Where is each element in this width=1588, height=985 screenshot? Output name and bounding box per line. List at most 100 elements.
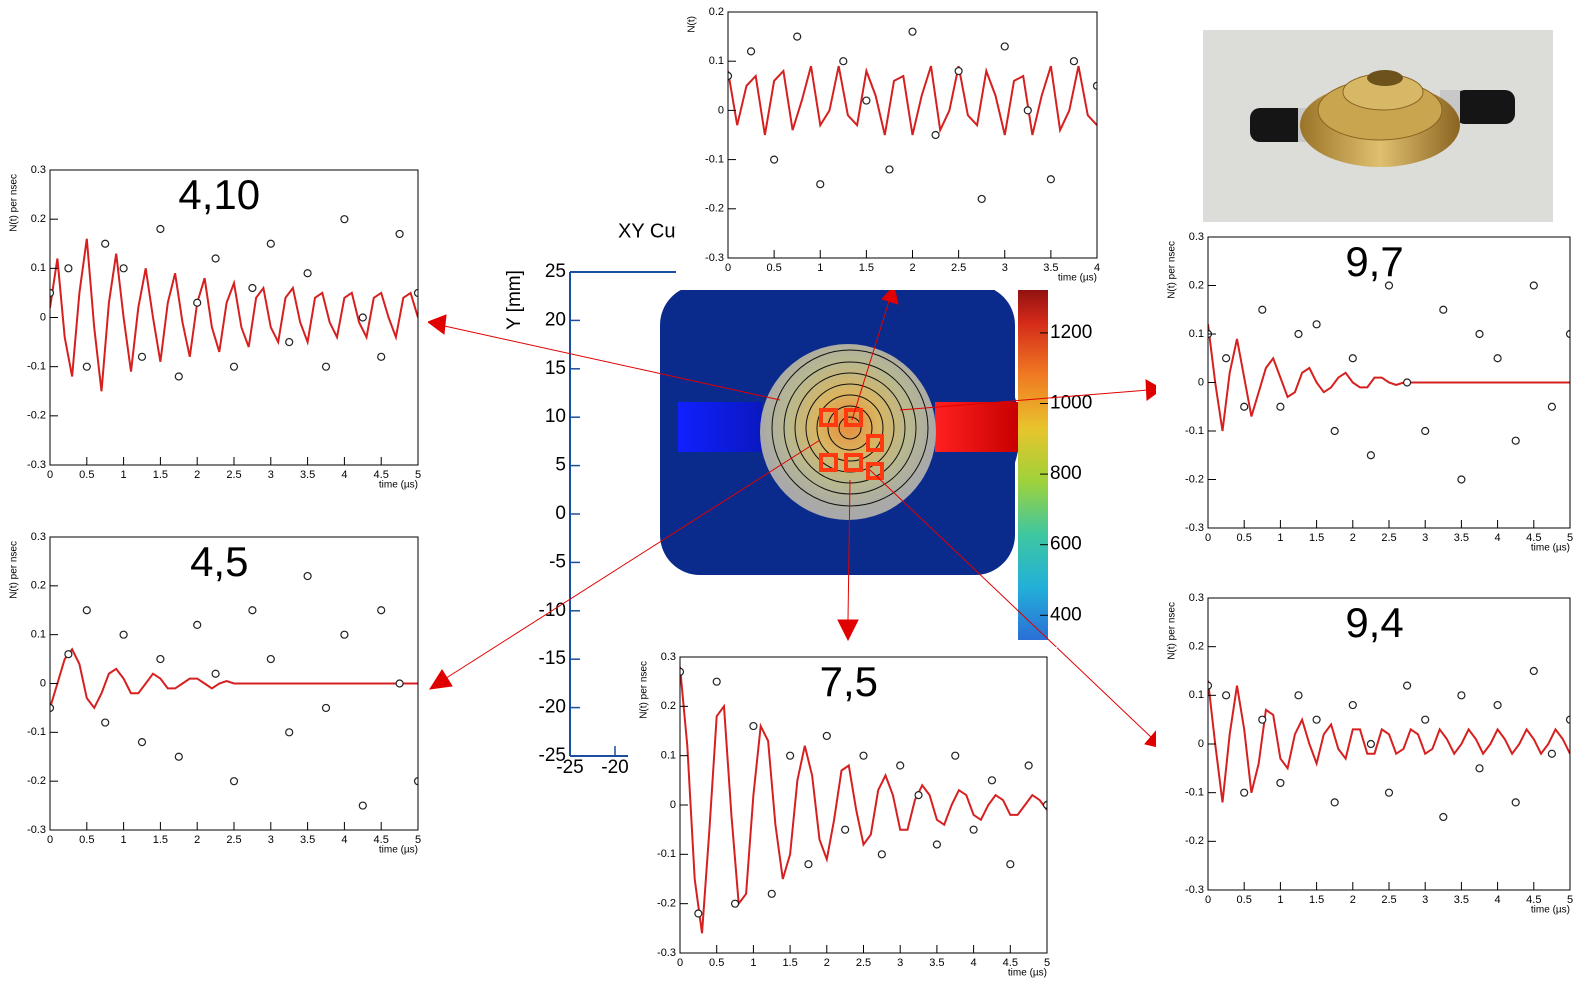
- y-tick-label: -0.3: [27, 459, 46, 471]
- y-axis-label: Y [mm]: [504, 270, 525, 330]
- x-tick-label: 0: [1205, 894, 1211, 906]
- panel: 0 0.5 1 1.5 2 2.5 3 3.5 4 4.5 5 -0.3 -0.2 -0.1 0 0.1 0.2…: [1156, 227, 1580, 560]
- colorbar-tick-label: 1200: [1050, 322, 1092, 343]
- data-point: [1092, 81, 1097, 90]
- x-tick-label: 5: [1567, 894, 1573, 906]
- x-tick-label: 0: [677, 957, 683, 969]
- y-tick-label: 0.3: [1189, 592, 1204, 604]
- y-tick-label: 0.2: [709, 6, 724, 18]
- data-point: [1221, 354, 1231, 363]
- data-point: [1547, 402, 1557, 411]
- x-tick-label: 1.5: [153, 834, 168, 846]
- data-point: [1439, 305, 1448, 314]
- y-tick-label: 0.3: [31, 164, 46, 176]
- data-point: [358, 313, 367, 322]
- fit-curve: [1208, 680, 1570, 803]
- x-tick-label: 2.5: [1381, 894, 1396, 906]
- y-tick-label: 0.1: [1189, 689, 1204, 701]
- data-point: [211, 254, 220, 263]
- data-point: [877, 850, 886, 859]
- data-point: [969, 825, 978, 834]
- x-tick-label: 3: [1422, 532, 1428, 544]
- data-point: [101, 718, 110, 727]
- data-point: [1069, 57, 1079, 66]
- data-point: [908, 27, 917, 36]
- data-point: [377, 352, 386, 361]
- data-point: [1000, 42, 1009, 51]
- y-tick-label: -0.1: [657, 848, 676, 860]
- data-point: [816, 180, 825, 189]
- x-tick-label: 0.5: [1237, 894, 1252, 906]
- data-point: [174, 372, 183, 381]
- data-point: [1421, 715, 1430, 724]
- y-axis-label: N(t) per nsec: [1167, 602, 1178, 660]
- data-point: [266, 654, 275, 664]
- x-tick-label: 4: [1094, 262, 1100, 274]
- data-point: [156, 224, 165, 234]
- panel-title: 4,10: [178, 171, 260, 218]
- data-point: [1276, 778, 1285, 788]
- data-point: [285, 728, 294, 737]
- data-point: [728, 71, 733, 81]
- data-point: [1006, 860, 1015, 869]
- x-tick-label: 2: [1350, 894, 1356, 906]
- data-point: [1529, 666, 1538, 676]
- y-tick-label: 0: [1198, 738, 1204, 750]
- x-tick-label: 1.5: [1309, 532, 1324, 544]
- x-tick-label: 1: [1277, 532, 1283, 544]
- x-tick-label: 5: [1567, 532, 1573, 544]
- target-holder-photo: [1367, 70, 1403, 86]
- data-point: [266, 239, 275, 248]
- data-point: [1312, 715, 1321, 724]
- data-point: [951, 751, 960, 760]
- x-tick-label: 3: [1422, 894, 1428, 906]
- panel-title: 4,5: [190, 538, 248, 585]
- x-axis-label: time (µs): [1531, 905, 1570, 916]
- y-axis-label: N(t) per nsec: [9, 174, 20, 232]
- data-point: [248, 606, 257, 615]
- data-point: [377, 606, 386, 615]
- x-tick-label: 4.5: [1003, 957, 1018, 969]
- x-tick-label: 3: [1002, 262, 1008, 274]
- data-point: [885, 165, 894, 174]
- x-tick-label: 4.5: [374, 469, 389, 481]
- data-point: [1511, 436, 1520, 445]
- x-tick-label: -20: [601, 757, 628, 778]
- data-point: [321, 362, 331, 371]
- y-tick-label: -0.3: [27, 824, 46, 836]
- y-tick-label: 10: [545, 406, 566, 427]
- data-point: [987, 776, 997, 785]
- fit-curve: [50, 238, 418, 392]
- data-point: [977, 194, 986, 204]
- data-point: [193, 298, 202, 307]
- data-point: [413, 777, 418, 786]
- data-point: [931, 130, 940, 140]
- x-tick-label: 4: [971, 957, 977, 969]
- y-tick-label: 0: [40, 311, 46, 323]
- y-tick-label: -5: [549, 551, 566, 572]
- y-tick-label: -0.3: [1185, 884, 1204, 896]
- data-point: [413, 288, 418, 298]
- panel: 0 0.5 1 1.5 2 2.5 3 3.5 4 4.5 5 -0.3 -0.2 -0.1 0 0.1 0.2…: [628, 647, 1057, 985]
- data-point: [1240, 788, 1249, 797]
- data-point: [1475, 764, 1484, 773]
- data-point: [1366, 451, 1376, 460]
- data-point: [932, 840, 942, 849]
- data-point: [1529, 281, 1538, 290]
- x-tick-label: 3.5: [929, 957, 944, 969]
- x-tick-label: 1: [121, 834, 127, 846]
- x-tick-label: 0.5: [766, 262, 781, 274]
- x-tick-label: 0: [47, 834, 53, 846]
- y-tick-label: -0.3: [705, 252, 724, 264]
- data-point: [1547, 749, 1557, 758]
- y-tick-label: -0.1: [27, 726, 46, 738]
- panel-background: [628, 647, 1057, 985]
- y-tick-label: 0.2: [31, 213, 46, 225]
- data-point: [1384, 281, 1394, 290]
- data-point: [1457, 691, 1466, 700]
- x-tick-label: 5: [415, 834, 421, 846]
- data-point: [340, 630, 349, 639]
- y-tick-label: 0.1: [31, 629, 46, 641]
- data-point: [841, 825, 850, 834]
